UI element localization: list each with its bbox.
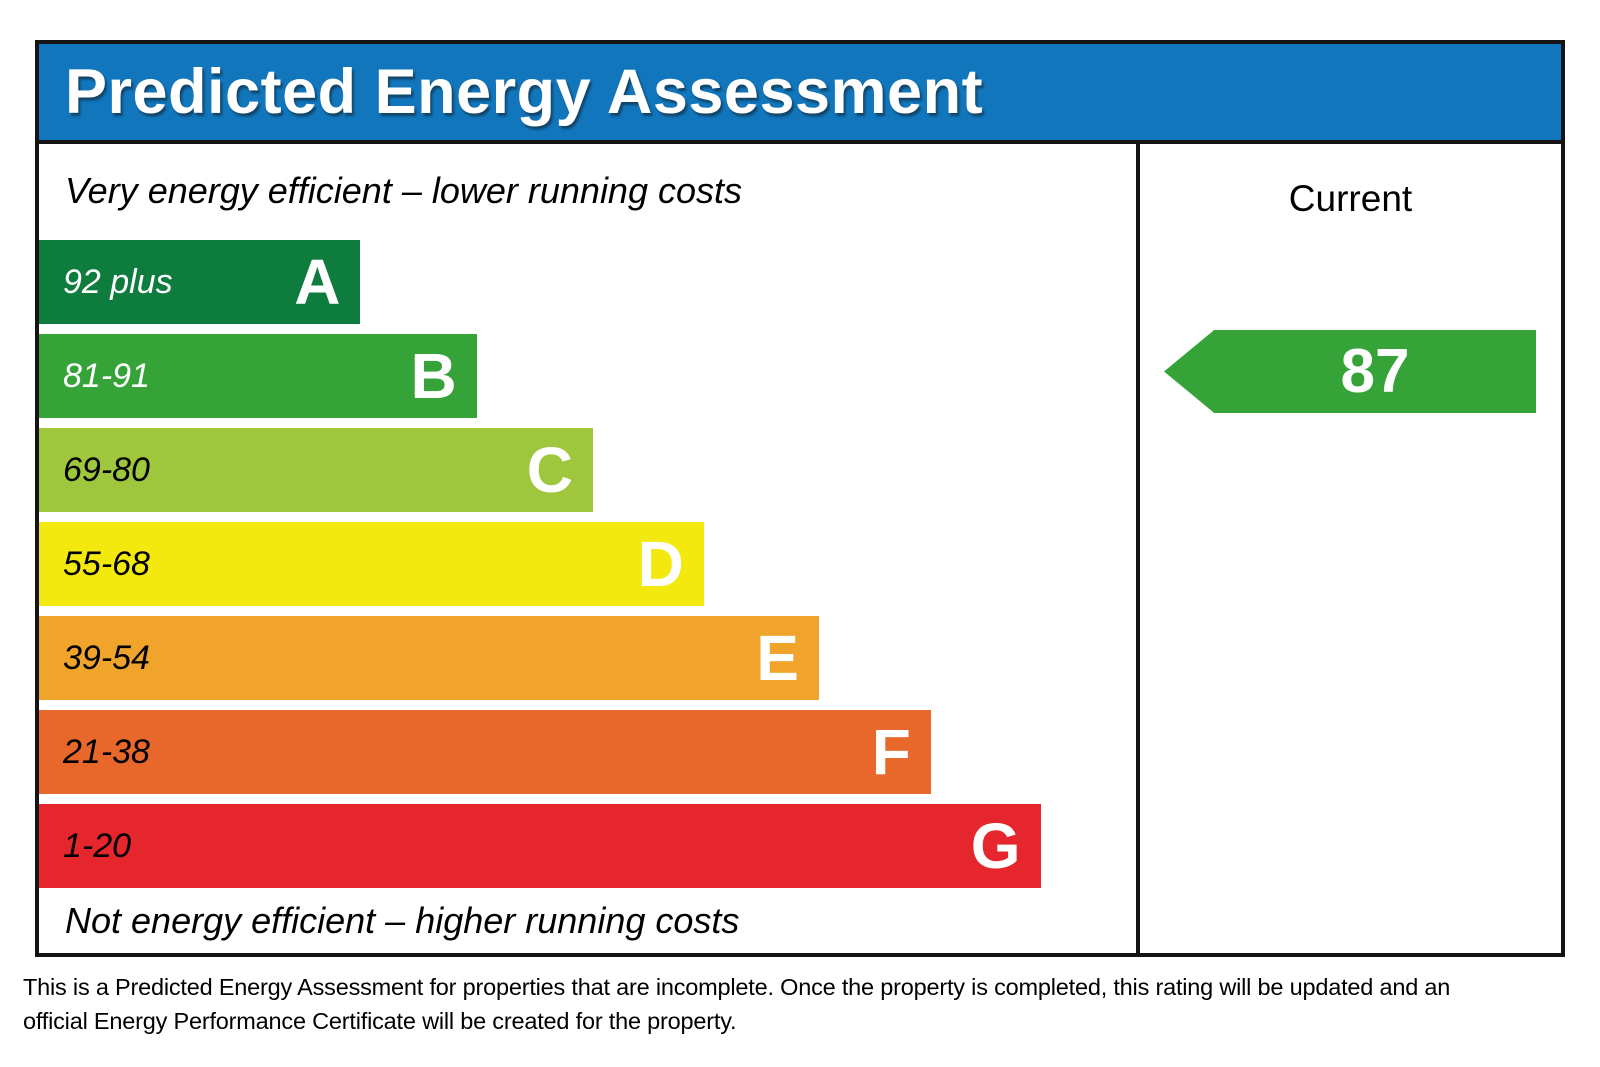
footer-disclaimer: This is a Predicted Energy Assessment fo… [23, 970, 1450, 1038]
epc-band-row-e: 39-54 E [39, 616, 819, 700]
band-letter: C [526, 434, 573, 506]
epc-band-row-g: 1-20 G [39, 804, 1041, 888]
band-letter: F [871, 716, 911, 788]
certificate-header: Predicted Energy Assessment [39, 44, 1561, 144]
footer-line-2: official Energy Performance Certificate … [23, 1008, 737, 1034]
footer-line-1: This is a Predicted Energy Assessment fo… [23, 974, 1451, 1000]
epc-rating-chart: Very energy efficient – lower running co… [39, 144, 1136, 953]
current-rating-panel: Current 87 [1140, 144, 1561, 953]
top-caption: Very energy efficient – lower running co… [65, 170, 743, 211]
band-range-label: 39-54 [63, 638, 150, 677]
panel-divider [1136, 144, 1140, 953]
epc-certificate-box: Predicted Energy Assessment Very energy … [35, 40, 1565, 957]
band-range-label: 1-20 [63, 826, 132, 865]
epc-band-row-f: 21-38 F [39, 710, 931, 794]
epc-bands: 92 plus A 81-91 B 69-80 C 55-68 D 39-54 E 21-38 F 1-… [39, 240, 1136, 888]
band-range-label: 92 plus [63, 262, 173, 301]
band-letter: G [970, 810, 1021, 882]
certificate-body: Very energy efficient – lower running co… [39, 144, 1561, 953]
current-column-header: Current [1288, 178, 1413, 219]
band-letter: D [637, 528, 684, 600]
band-range-label: 55-68 [63, 544, 150, 583]
epc-band-row-d: 55-68 D [39, 522, 704, 606]
band-range-label: 21-38 [63, 732, 150, 771]
epc-band-row-c: 69-80 C [39, 428, 593, 512]
epc-band-row-b: 81-91 B [39, 334, 477, 418]
band-letter: E [756, 622, 799, 694]
band-letter: A [294, 246, 341, 318]
page-title: Predicted Energy Assessment [65, 57, 984, 127]
band-range-label: 81-91 [63, 356, 150, 395]
band-letter: B [410, 340, 457, 412]
epc-band-row-a: 92 plus A [39, 240, 361, 324]
band-range-label: 69-80 [63, 450, 150, 489]
bottom-caption: Not energy efficient – higher running co… [65, 900, 740, 941]
current-rating-value: 87 [1340, 337, 1410, 406]
current-rating-arrow: 87 [1164, 330, 1536, 413]
